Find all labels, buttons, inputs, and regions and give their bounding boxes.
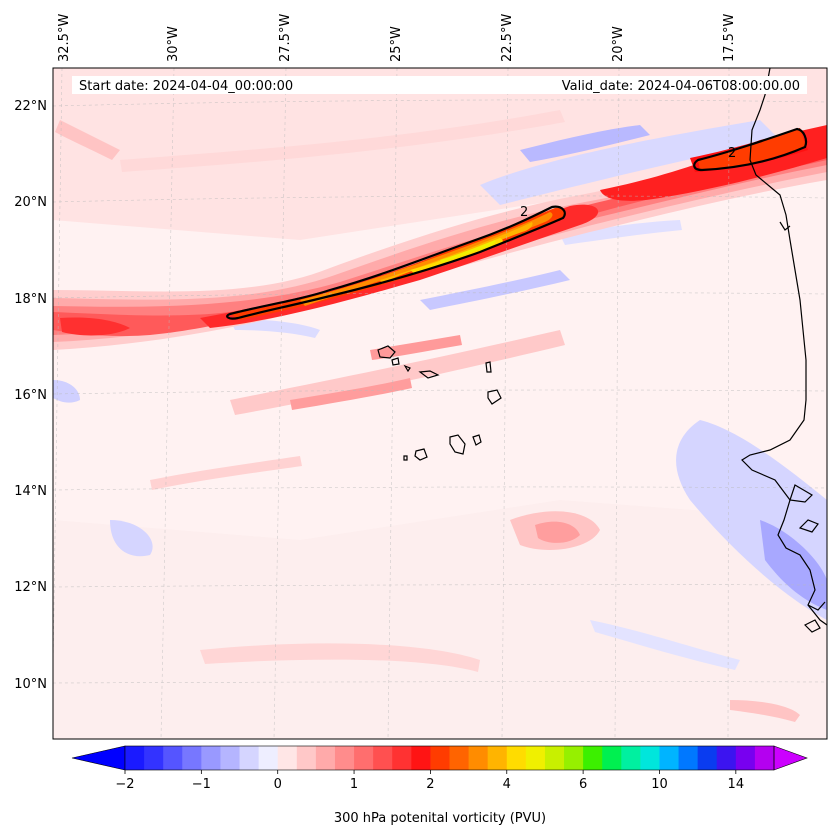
latitude-axis: 22°N 20°N 18°N 16°N 14°N 12°N 10°N [14,99,47,692]
map-frame [52,67,828,740]
pv-field-contours [53,68,827,739]
colorbar-swatch [487,746,508,770]
colorbar-tick-label: 4 [503,777,511,792]
colorbar-tick-label: −2 [115,777,134,792]
colorbar-swatch [678,746,699,770]
colorbar-tick-label: 0 [274,777,282,792]
colorbar-swatch [449,746,470,770]
colorbar-swatch [525,746,546,770]
colorbar-swatch [564,746,584,770]
colorbar-swatch [277,746,298,770]
colorbar-swatch [296,746,317,770]
colorbar-swatch [258,746,279,770]
colorbar-frame [124,745,775,771]
lat-tick-label: 14°N [14,484,47,499]
colorbar-under-arrow [71,745,126,771]
lat-tick-label: 12°N [14,580,47,595]
lon-tick-label: 27.5°W [278,14,293,62]
colorbar-swatch [315,746,336,770]
map-header-bar [72,76,807,94]
lon-tick-label: 25°W [389,26,404,62]
colorbar-swatch [544,746,565,770]
colorbar-swatch [163,746,183,770]
colorbar-tick-label: 10 [651,777,668,792]
lat-tick-label: 22°N [14,99,47,114]
colorbar-swatch [201,746,221,770]
colorbar-swatch [583,746,603,770]
colorbar-swatch [144,746,164,770]
coastlines [377,68,827,633]
colorbar-tick-label: −1 [192,777,211,792]
colorbar-tick-label: 2 [426,777,434,792]
pv-2-contour [226,127,808,320]
contour-label-east: 2 [728,146,736,161]
lat-tick-label: 16°N [14,388,47,403]
colorbar-swatch [373,746,393,770]
lat-tick-label: 10°N [14,677,47,692]
colorbar-swatch [602,746,622,770]
colorbar-swatch [468,746,489,770]
colorbar-tick-label: 6 [579,777,587,792]
valid-date-label: Valid_date: 2024-04-06T08:00:00.00 [562,79,800,94]
colorbar-swatch [621,746,641,770]
lon-tick-label: 22.5°W [500,14,515,62]
colorbar-label: 300 hPa potenital vorticity (PVU) [334,811,546,826]
map-panel[interactable]: 2 2 Start date: 2024-04-04_00:00:00 Vali… [52,68,827,739]
lon-tick-label: 32.5°W [57,14,72,62]
colorbar-tick-label: 14 [728,777,745,792]
longitude-axis: 32.5°W 30°W 27.5°W 25°W 22.5°W 20°W 17.5… [57,14,737,62]
lon-tick-label: 17.5°W [722,14,737,62]
contour-label-west: 2 [520,205,528,220]
colorbar: −2 −1 0 1 2 4 6 10 14 [71,745,808,792]
colorbar-tick-label: 1 [350,777,358,792]
lat-tick-label: 18°N [14,292,47,307]
colorbar-swatch [697,746,718,770]
colorbar-swatch [430,746,450,770]
colorbar-over-arrow [773,745,808,771]
colorbar-swatch [239,746,260,770]
lon-tick-label: 30°W [166,26,181,62]
colorbar-swatch [716,746,737,770]
colorbar-swatch [220,746,241,770]
colorbar-swatch [735,746,756,770]
colorbar-swatch [125,746,145,770]
colorbar-swatch [354,746,374,770]
lat-tick-label: 20°N [14,195,47,210]
colorbar-swatch [506,746,527,770]
start-date-label: Start date: 2024-04-04_00:00:00 [79,79,293,94]
colorbar-swatch [659,746,680,770]
lon-tick-label: 20°W [611,26,626,62]
graticule [53,68,827,739]
colorbar-swatch [334,746,355,770]
colorbar-swatch [754,746,775,770]
colorbar-swatch [640,746,660,770]
colorbar-swatch [411,746,431,770]
colorbar-swatch [182,746,202,770]
colorbar-swatch [392,746,412,770]
